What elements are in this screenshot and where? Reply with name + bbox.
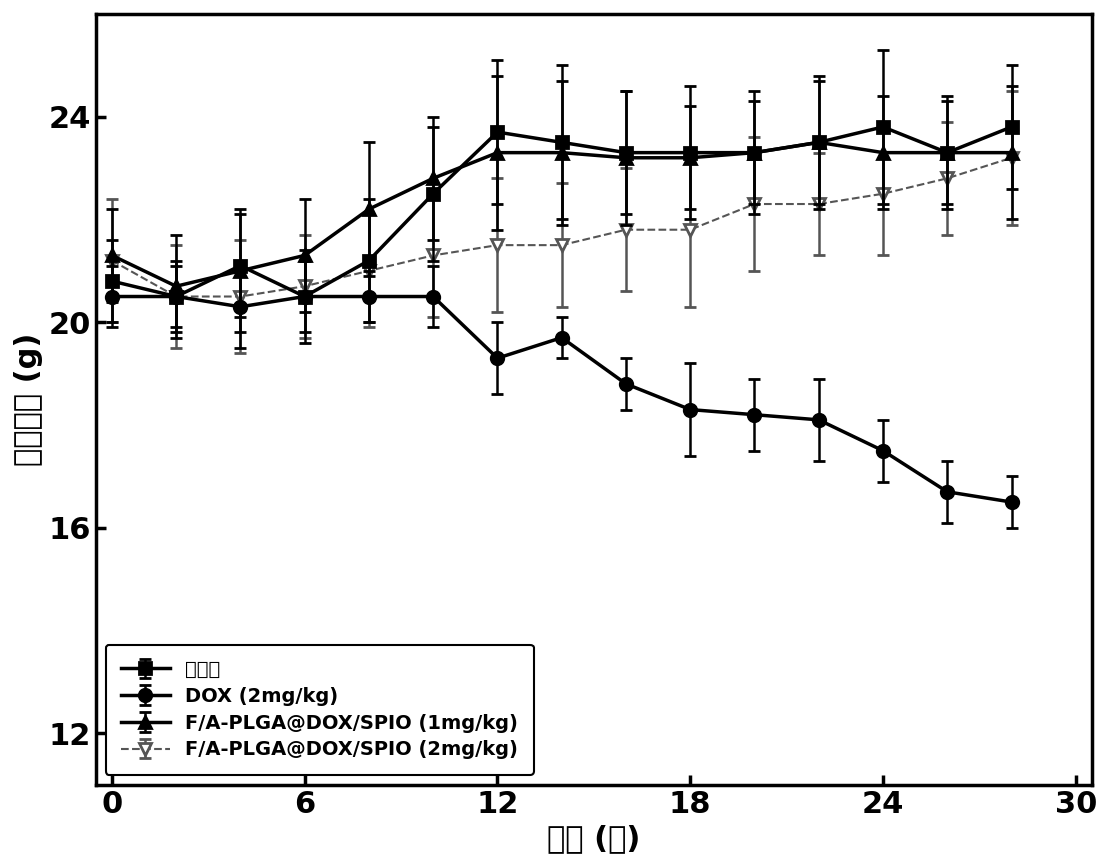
Legend: 对照组, DOX (2mg/kg), F/A-PLGA@DOX/SPIO (1mg/kg), F/A-PLGA@DOX/SPIO (2mg/kg): 对照组, DOX (2mg/kg), F/A-PLGA@DOX/SPIO (1m…	[106, 644, 533, 775]
X-axis label: 时间 (天): 时间 (天)	[548, 825, 640, 853]
Y-axis label: 裸鼠体重 (g): 裸鼠体重 (g)	[13, 333, 43, 466]
